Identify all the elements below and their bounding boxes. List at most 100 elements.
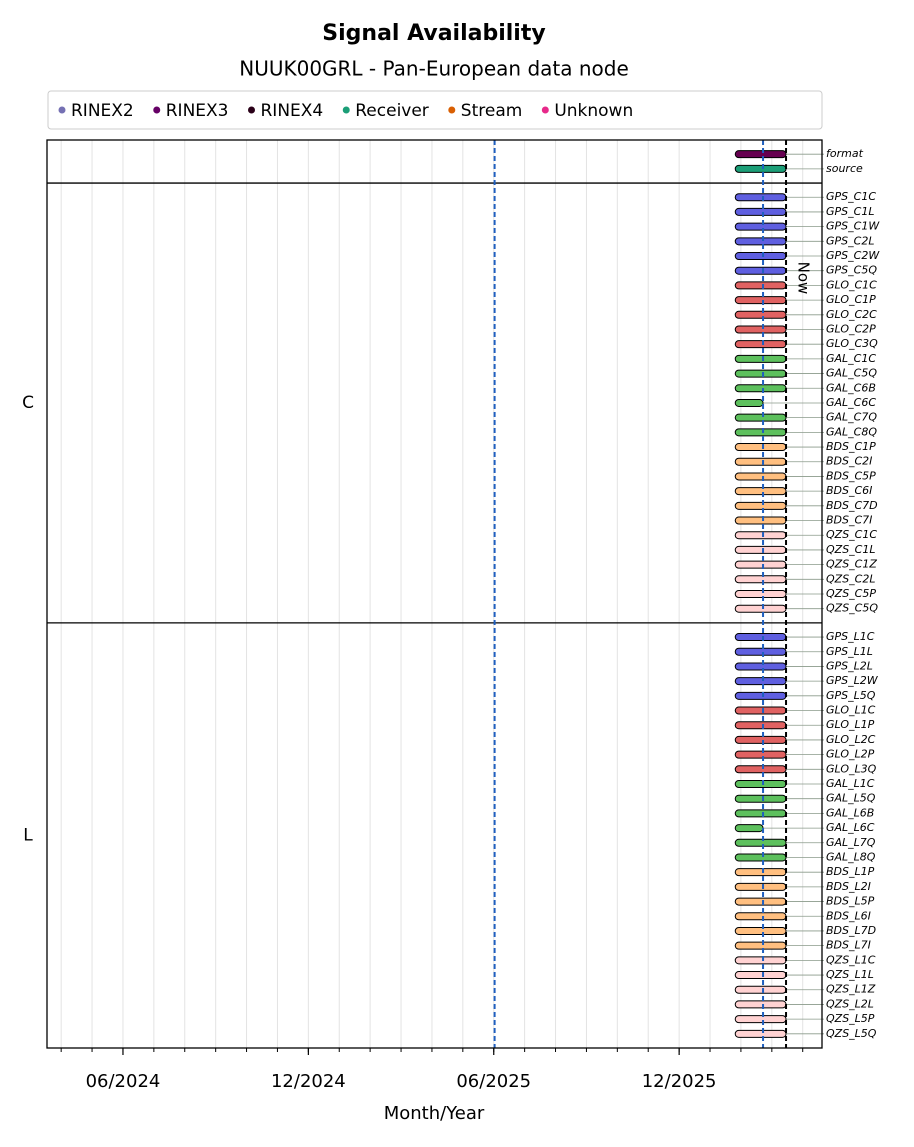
signal-label: QZS_L2L: [826, 997, 874, 1010]
signal-label: QZS_C2L: [826, 572, 875, 585]
signal-label: GAL_L6B: [826, 806, 874, 819]
availability-bar: [734, 868, 787, 877]
legend-marker: [448, 106, 456, 114]
signal-label: GAL_C6C: [826, 396, 876, 409]
signal-label: GAL_C7Q: [826, 411, 877, 424]
availability-bar: [734, 266, 787, 275]
signal-label: BDS_L7D: [826, 924, 876, 937]
availability-bar: [734, 794, 787, 803]
x-tick-label: 06/2025: [456, 1071, 531, 1092]
signal-label: BDS_C7D: [826, 499, 878, 512]
signal-label: BDS_C1P: [826, 440, 876, 453]
availability-bar: [734, 516, 787, 525]
availability-bar: [734, 735, 787, 744]
availability-bar: [734, 193, 787, 202]
signal-label: BDS_L1P: [826, 865, 875, 878]
signal-label: BDS_L5P: [826, 895, 875, 908]
availability-bar: [734, 765, 787, 774]
signal-label: BDS_L7I: [826, 939, 871, 952]
availability-bar: [734, 252, 787, 261]
plot-frame: [46, 139, 823, 1049]
availability-bar: [734, 296, 787, 305]
availability-bar: [734, 1029, 787, 1038]
availability-bar: [734, 575, 787, 584]
availability-bar: [734, 824, 764, 833]
signal-label: source: [826, 162, 863, 175]
availability-bar: [734, 560, 787, 569]
legend-marker: [248, 106, 255, 114]
signal-label: GPS_C1C: [826, 190, 876, 203]
availability-bar: [734, 413, 787, 422]
signal-label: QZS_C1C: [826, 528, 877, 541]
availability-bar: [734, 501, 787, 510]
signal-label: BDS_C7I: [826, 514, 872, 527]
chart-subtitle: NUUK00GRL - Pan-European data node: [239, 57, 629, 81]
signal-label: QZS_C1L: [826, 543, 875, 556]
availability-bar: [734, 443, 787, 452]
signal-label: GLO_L1C: [826, 704, 876, 717]
legend-label: RINEX4: [261, 101, 324, 121]
legend-marker: [153, 106, 161, 114]
availability-bar: [734, 164, 787, 173]
x-tick-label: 12/2025: [642, 1071, 717, 1092]
signal-label: GLO_C2P: [826, 322, 876, 335]
availability-bar: [734, 853, 787, 862]
signal-label: GLO_C2C: [826, 308, 877, 321]
signal-label: GAL_C1C: [826, 352, 876, 365]
availability-bar: [734, 1000, 787, 1009]
availability-bar: [734, 662, 787, 671]
availability-bar: [734, 706, 787, 715]
availability-bar: [734, 912, 787, 921]
availability-bar: [734, 677, 787, 686]
availability-bar: [734, 457, 787, 466]
signal-label: GAL_L7Q: [826, 836, 876, 849]
signal-label: GAL_L8Q: [826, 850, 876, 863]
availability-bar: [734, 398, 764, 407]
availability-bar: [734, 750, 787, 759]
signal-label: GAL_L6C: [826, 821, 875, 834]
availability-bar: [734, 721, 787, 730]
signal-label: BDS_C2I: [826, 455, 872, 468]
availability-bar: [734, 1015, 787, 1024]
x-tick-label: 12/2024: [271, 1071, 346, 1092]
signal-label: QZS_L5Q: [826, 1027, 877, 1040]
signal-label: GPS_C2L: [826, 234, 874, 247]
signal-label: QZS_C5Q: [826, 602, 878, 615]
signal-label: GPS_C1L: [826, 205, 874, 218]
signal-label: GPS_L1C: [826, 630, 875, 643]
availability-bar: [734, 428, 787, 437]
availability-bar: [734, 150, 787, 159]
panel-label: L: [23, 825, 33, 845]
availability-bar: [734, 941, 787, 950]
legend-label: RINEX3: [166, 101, 229, 121]
availability-bar: [734, 809, 787, 818]
signal-label: GPS_L5Q: [826, 689, 876, 702]
legend-marker: [541, 106, 549, 114]
signal-label: GPS_L2W: [826, 674, 879, 687]
availability-bar: [734, 369, 787, 378]
panel-label: C: [22, 393, 34, 413]
availability-bar: [734, 384, 787, 393]
availability-bar: [734, 780, 787, 789]
availability-bar: [734, 281, 787, 290]
x-tick-label: 06/2024: [86, 1071, 161, 1092]
signal-label: GPS_L1L: [826, 645, 873, 658]
legend-box: [47, 90, 823, 130]
signal-label: GLO_L3Q: [826, 762, 877, 775]
signal-label: GLO_L1P: [826, 718, 875, 731]
x-axis-label: Month/Year: [384, 1103, 485, 1124]
signal-label: QZS_L1Z: [826, 983, 876, 996]
signal-label: GPS_L2L: [826, 659, 873, 672]
signal-label: BDS_C6I: [826, 484, 872, 497]
signal-label: GAL_C8Q: [826, 425, 877, 438]
signal-label: GLO_L2C: [826, 733, 876, 746]
availability-bar: [734, 545, 787, 554]
availability-bar: [734, 647, 787, 656]
signal-label: GPS_C1W: [826, 220, 880, 233]
availability-bar: [734, 310, 787, 319]
signal-label: QZS_L1C: [826, 953, 876, 966]
availability-bar: [734, 882, 787, 891]
signal-label: format: [826, 147, 864, 160]
